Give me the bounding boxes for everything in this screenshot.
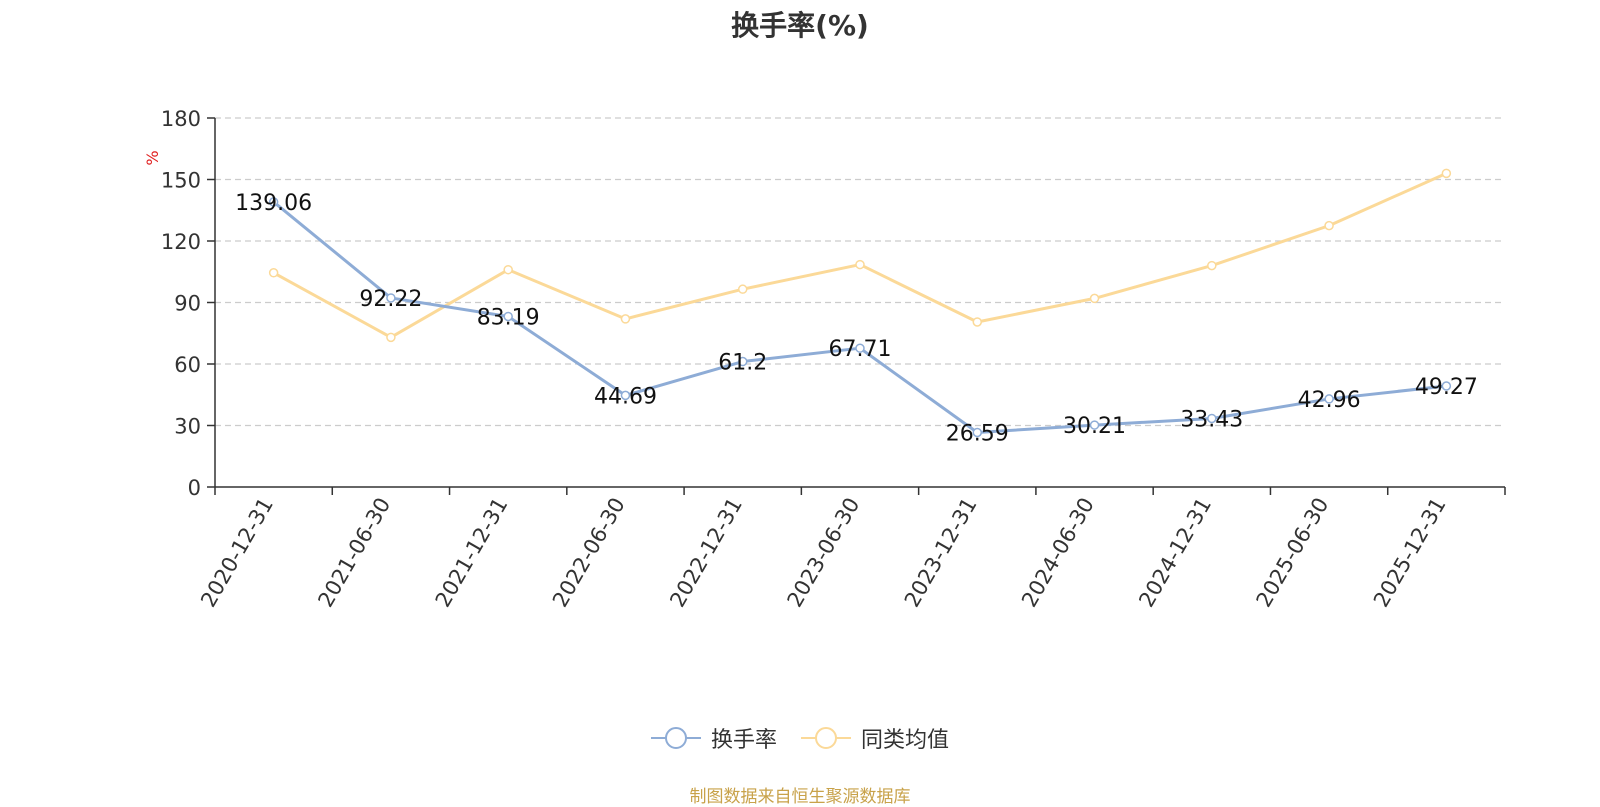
data-label: 26.59 <box>946 421 1009 446</box>
data-labels: 139.06 92.22 83.19 44.69 61.2 67.71 26.59 30.21… <box>235 191 1478 447</box>
data-label: 92.22 <box>359 287 422 312</box>
data-point <box>972 317 983 327</box>
legend-marker-peer-average <box>801 727 851 749</box>
data-point <box>1207 413 1217 424</box>
y-axis-unit-label: % <box>143 150 162 165</box>
y-tick-label: 0 <box>188 476 201 500</box>
data-label: 139.06 <box>235 191 312 216</box>
data-point <box>1441 168 1452 179</box>
data-point <box>503 264 513 275</box>
y-tick-label: 120 <box>161 230 201 254</box>
data-point <box>620 390 631 401</box>
data-point <box>268 268 279 278</box>
data-point <box>1089 420 1100 430</box>
data-label: 33.43 <box>1180 407 1243 432</box>
x-tick-label: 2023-12-31 <box>900 494 982 612</box>
series <box>268 168 1452 438</box>
legend-item-turnover[interactable]: 换手率 <box>650 722 777 754</box>
data-label: 61.2 <box>718 351 767 376</box>
data-source-note: 制图数据来自恒生聚源数据库 <box>689 787 911 807</box>
y-tick-label: 60 <box>174 353 201 377</box>
data-point <box>268 197 279 207</box>
legend: 换手率 同类均值 <box>0 722 1600 754</box>
x-tick-label: 2021-06-30 <box>313 493 395 611</box>
chart-title: 换手率(%) <box>731 9 869 42</box>
data-point <box>620 314 631 324</box>
data-point <box>503 311 513 322</box>
series-line-0 <box>272 200 1447 434</box>
y-tick-label: 90 <box>174 292 201 316</box>
data-label: 44.69 <box>594 384 657 409</box>
data-point <box>855 259 865 270</box>
data-point <box>737 284 748 294</box>
x-tick-label: 2022-12-31 <box>665 494 747 612</box>
data-point <box>1324 220 1334 231</box>
data-label: 67.71 <box>829 337 892 362</box>
data-point <box>972 427 983 438</box>
x-tick-label: 2023-06-30 <box>783 494 865 612</box>
x-tick-label: 2024-06-30 <box>1017 494 1099 612</box>
data-point <box>1441 381 1452 391</box>
data-point <box>386 332 396 343</box>
x-tick-label: 2020-12-31 <box>196 494 278 612</box>
data-point <box>1324 394 1334 404</box>
data-point <box>855 343 865 353</box>
legend-marker-turnover <box>650 727 701 749</box>
data-label: 83.19 <box>477 305 540 330</box>
y-tick-label: 180 <box>161 107 201 131</box>
x-tick-label: 2024-12-31 <box>1134 494 1216 612</box>
legend-label-peer-average: 同类均值 <box>861 728 950 753</box>
data-point <box>737 356 748 367</box>
series-line-1 <box>272 171 1447 339</box>
data-label: 30.21 <box>1063 414 1126 439</box>
axes: 0 30 60 90 120 150 180% 2020-12-31 2021-06-30 202… <box>143 107 1506 612</box>
data-point <box>386 293 396 303</box>
grid-lines <box>215 117 1505 427</box>
x-tick-label: 2021-12-31 <box>431 494 513 612</box>
y-tick-label: 30 <box>174 415 201 439</box>
legend-label-turnover: 换手率 <box>710 728 777 753</box>
data-point <box>1207 260 1217 271</box>
x-tick-label: 2022-06-30 <box>548 494 630 612</box>
x-tick-label: 2025-06-30 <box>1252 494 1334 612</box>
data-label: 42.96 <box>1298 388 1361 413</box>
data-point <box>1089 293 1100 304</box>
x-tick-label: 2025-12-31 <box>1369 494 1451 612</box>
legend-item-peer-average[interactable]: 同类均值 <box>801 722 949 754</box>
y-tick-label: 150 <box>161 169 201 193</box>
data-label: 49.27 <box>1415 375 1478 400</box>
